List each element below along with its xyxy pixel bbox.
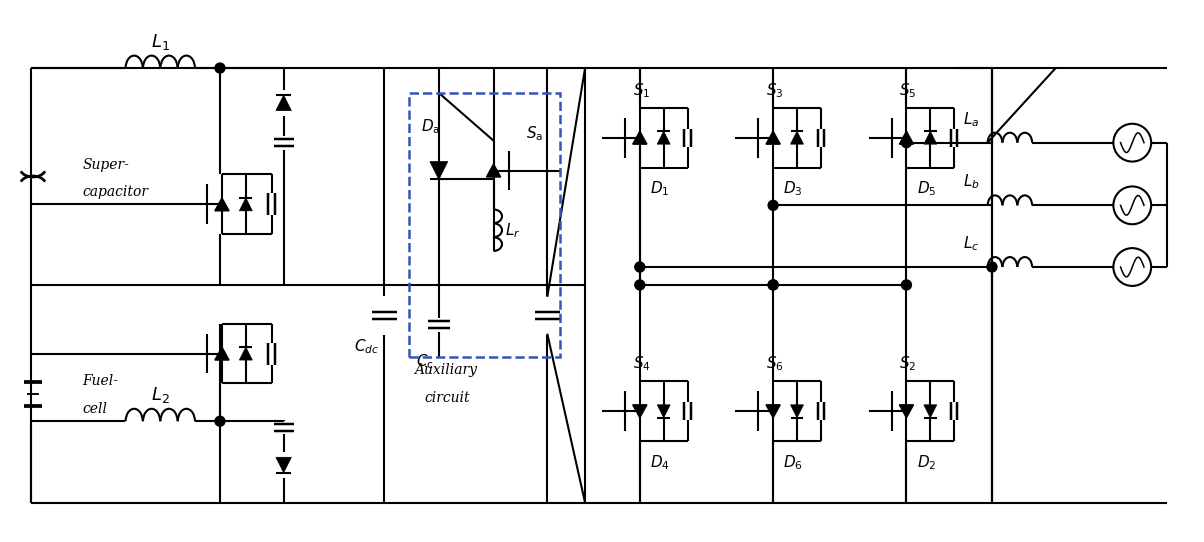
Polygon shape: [276, 457, 291, 473]
Text: $L_2$: $L_2$: [150, 385, 170, 405]
Text: $S_3$: $S_3$: [766, 81, 784, 100]
Polygon shape: [214, 347, 229, 360]
Circle shape: [902, 138, 911, 147]
Circle shape: [768, 280, 778, 290]
Circle shape: [635, 280, 645, 290]
Text: $L_a$: $L_a$: [963, 110, 980, 129]
Circle shape: [987, 262, 997, 272]
Text: $D_6$: $D_6$: [783, 453, 803, 472]
Text: $S_\mathrm{a}$: $S_\mathrm{a}$: [526, 124, 543, 143]
Text: Auxiliary: Auxiliary: [414, 363, 477, 377]
Polygon shape: [657, 405, 671, 418]
Polygon shape: [240, 198, 253, 211]
Polygon shape: [923, 405, 937, 418]
Text: $C_{dc}$: $C_{dc}$: [354, 337, 379, 356]
Polygon shape: [632, 405, 647, 418]
Circle shape: [216, 63, 225, 73]
Text: $D_2$: $D_2$: [916, 453, 936, 472]
Text: $L_1$: $L_1$: [150, 32, 170, 52]
Circle shape: [768, 201, 778, 210]
Polygon shape: [923, 131, 937, 144]
Text: Super-: Super-: [83, 158, 130, 172]
Text: $D_3$: $D_3$: [784, 179, 803, 198]
Bar: [409, 93, 560, 357]
Text: $C_\mathrm{c}$: $C_\mathrm{c}$: [417, 353, 433, 371]
Text: $S_1$: $S_1$: [633, 81, 650, 100]
Text: $S_5$: $S_5$: [899, 81, 917, 100]
Circle shape: [902, 280, 911, 290]
Text: $S_4$: $S_4$: [633, 355, 650, 373]
Text: $L_b$: $L_b$: [963, 173, 980, 191]
Polygon shape: [430, 162, 448, 179]
Text: $D_4$: $D_4$: [650, 453, 669, 472]
Text: $S_2$: $S_2$: [899, 355, 916, 373]
Polygon shape: [632, 131, 647, 144]
Text: $S_6$: $S_6$: [766, 355, 784, 373]
Text: capacitor: capacitor: [83, 185, 148, 199]
Text: cell: cell: [83, 402, 107, 416]
Circle shape: [635, 262, 645, 272]
Polygon shape: [486, 164, 501, 177]
Polygon shape: [657, 131, 671, 144]
Text: Fuel-: Fuel-: [83, 375, 119, 389]
Text: circuit: circuit: [424, 391, 470, 405]
Polygon shape: [240, 347, 253, 360]
Polygon shape: [766, 131, 780, 144]
Polygon shape: [791, 131, 803, 144]
Text: $D_\mathrm{a}$: $D_\mathrm{a}$: [421, 117, 441, 136]
Text: $L_c$: $L_c$: [963, 234, 980, 253]
Text: $L_r$: $L_r$: [506, 221, 521, 240]
Text: $D_1$: $D_1$: [650, 179, 669, 198]
Polygon shape: [766, 405, 780, 418]
Polygon shape: [791, 405, 803, 418]
Circle shape: [768, 280, 778, 290]
Text: $D_5$: $D_5$: [916, 179, 936, 198]
Circle shape: [216, 416, 225, 426]
Polygon shape: [899, 405, 914, 418]
Polygon shape: [899, 131, 914, 144]
Polygon shape: [276, 95, 291, 111]
Polygon shape: [214, 198, 229, 211]
